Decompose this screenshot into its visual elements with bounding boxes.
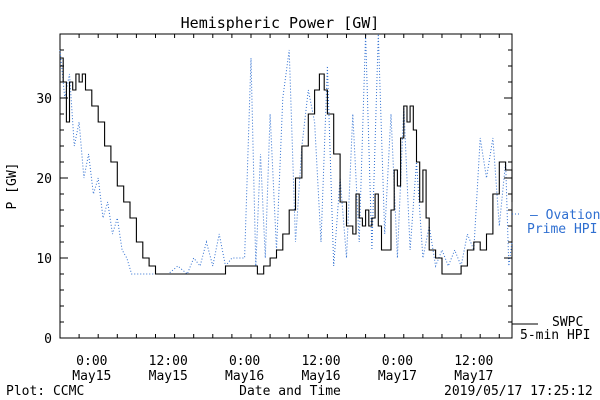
plot-frame	[59, 33, 513, 339]
x-axis: 0:00May1512:00May150:00May1612:00May160:…	[59, 34, 500, 384]
x-tick-label-date: May17	[378, 369, 417, 384]
x-tick-label-time: 12:00	[301, 354, 340, 369]
series-layer	[59, 33, 513, 275]
y-tick-label: 10	[36, 252, 52, 267]
x-tick-label-time: 12:00	[454, 354, 493, 369]
x-tick-label-date: May15	[72, 369, 111, 384]
x-tick-label-time: 0:00	[229, 354, 260, 369]
legend: – Ovation Prime HPI SWPC 5-min HPI	[512, 208, 600, 343]
y-axis-label: P [GW]	[5, 163, 20, 210]
legend-label-ovation-line1: – Ovation	[530, 208, 600, 223]
y-tick-label: 0	[44, 332, 52, 347]
x-tick-label-time: 0:00	[382, 354, 413, 369]
y-axis: 0 10 20 30	[36, 33, 512, 347]
legend-label-ovation-line2: Prime HPI	[527, 222, 597, 237]
x-tick-label-date: May17	[454, 369, 493, 384]
y-tick-label: 20	[36, 172, 52, 187]
plot-timestamp: 2019/05/17 17:25:12	[444, 384, 593, 399]
x-tick-label-time: 0:00	[76, 354, 107, 369]
y-tick-label: 30	[36, 92, 52, 107]
x-tick-label-date: May16	[225, 369, 264, 384]
plot-source: Plot: CCMC	[6, 384, 84, 399]
x-tick-label-date: May15	[149, 369, 188, 384]
x-axis-label: Date and Time	[239, 384, 341, 399]
legend-label-swpc-line1: SWPC	[552, 315, 583, 330]
series-line-swpc-5-min-hpi	[60, 57, 513, 275]
chart-title: Hemispheric Power [GW]	[181, 14, 380, 32]
legend-label-swpc-line2: 5-min HPI	[520, 328, 590, 343]
series-line-ovation-prime-hpi	[59, 33, 513, 275]
x-tick-label-time: 12:00	[149, 354, 188, 369]
x-tick-label-date: May16	[301, 369, 340, 384]
